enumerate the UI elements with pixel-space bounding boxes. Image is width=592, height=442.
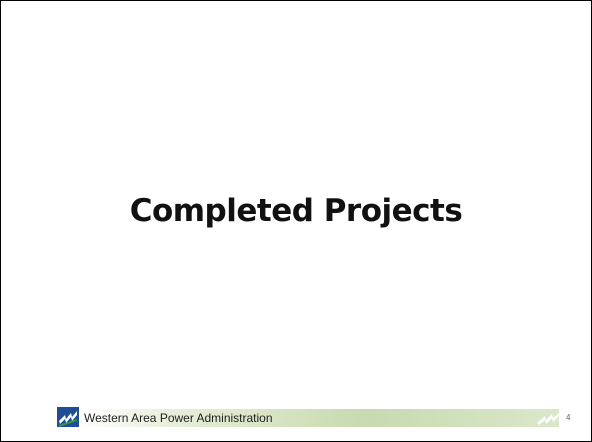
page-number: 4 [566, 413, 571, 422]
footer-text: Western Area Power Administration [84, 411, 273, 425]
footer-swoosh [537, 412, 560, 425]
slide-title: Completed Projects [129, 193, 463, 229]
logo [57, 407, 79, 427]
footer-bar [79, 409, 559, 427]
